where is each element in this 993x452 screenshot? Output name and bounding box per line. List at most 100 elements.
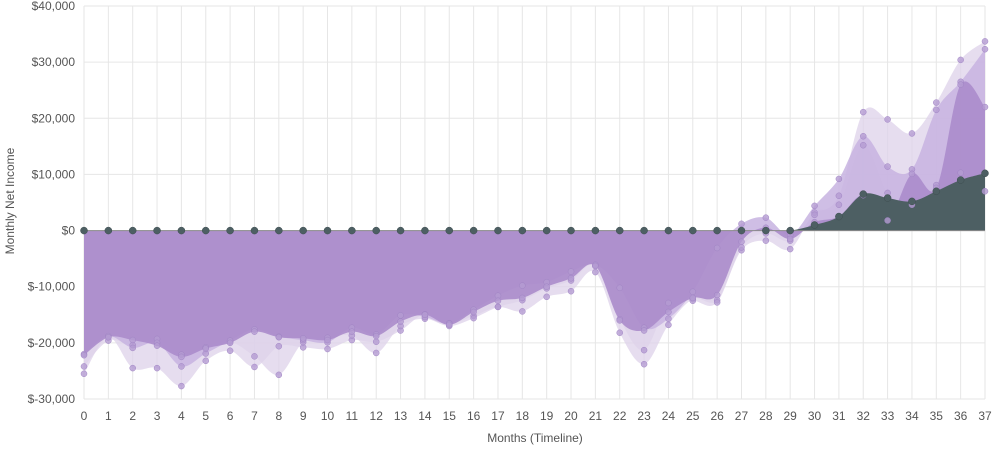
series-5-point[interactable] (883, 194, 892, 202)
series-5-point[interactable] (153, 226, 161, 235)
series-4-point[interactable] (348, 328, 356, 335)
series-1-point[interactable] (835, 201, 843, 208)
series-2-point[interactable] (494, 303, 502, 311)
series-5-point[interactable] (859, 190, 867, 198)
series-5-point[interactable] (956, 176, 965, 184)
series-4-point[interactable] (665, 308, 672, 316)
series-3-point[interactable] (129, 344, 136, 352)
series-3-point[interactable] (933, 106, 940, 114)
series-2-point[interactable] (665, 299, 672, 307)
series-2-point[interactable] (884, 116, 891, 123)
series-5-point[interactable] (932, 187, 941, 196)
series-5-point[interactable] (275, 226, 283, 235)
series-1-point[interactable] (251, 363, 258, 371)
series-1-point[interactable] (665, 321, 672, 329)
series-1-point[interactable] (616, 329, 623, 337)
series-5-point[interactable] (713, 226, 721, 235)
series-5-point[interactable] (908, 197, 916, 206)
series-1-point[interactable] (202, 357, 210, 365)
series-4-point[interactable] (908, 170, 916, 178)
series-5-point[interactable] (640, 226, 648, 235)
series-1-point[interactable] (762, 237, 770, 244)
series-1-point[interactable] (786, 245, 794, 253)
series-1-point[interactable] (226, 347, 234, 354)
series-5-point[interactable] (128, 226, 137, 235)
series-1-point[interactable] (153, 364, 161, 372)
series-4-point[interactable] (80, 351, 88, 359)
series-5-point[interactable] (615, 226, 624, 235)
series-3-point[interactable] (859, 133, 867, 140)
series-3-point[interactable] (713, 244, 721, 252)
series-5-point[interactable] (835, 212, 843, 221)
series-1-point[interactable] (80, 370, 88, 377)
series-4-point[interactable] (713, 291, 721, 299)
series-2-point[interactable] (981, 38, 989, 45)
series-3-point[interactable] (567, 268, 575, 275)
series-4-point[interactable] (129, 336, 136, 344)
series-3-point[interactable] (762, 214, 770, 221)
series-1-point[interactable] (592, 268, 599, 276)
series-5-point[interactable] (664, 226, 673, 235)
series-5-point[interactable] (981, 169, 989, 178)
series-1-point[interactable] (519, 308, 526, 315)
series-1-point[interactable] (275, 342, 283, 350)
series-5-point[interactable] (202, 226, 210, 235)
series-5-point[interactable] (762, 226, 770, 235)
series-3-point[interactable] (665, 315, 672, 322)
series-5-point[interactable] (250, 226, 259, 235)
series-5-point[interactable] (177, 226, 186, 235)
series-4-point[interactable] (957, 81, 964, 88)
series-4-point[interactable] (689, 294, 697, 302)
series-5-point[interactable] (786, 226, 794, 235)
series-4-point[interactable] (616, 317, 623, 324)
series-3-point[interactable] (981, 45, 989, 53)
series-2-point[interactable] (275, 371, 283, 379)
series-3-point[interactable] (738, 220, 745, 228)
series-5-point[interactable] (567, 226, 575, 235)
series-4-point[interactable] (981, 103, 989, 111)
series-2-point[interactable] (713, 299, 721, 306)
series-2-point[interactable] (859, 108, 867, 116)
series-5-point[interactable] (518, 226, 527, 235)
series-2-point[interactable] (811, 211, 818, 219)
series-3-point[interactable] (519, 282, 526, 289)
series-4-point[interactable] (299, 335, 307, 342)
series-3-point[interactable] (178, 363, 185, 370)
series-1-point[interactable] (324, 345, 331, 353)
series-5-point[interactable] (348, 226, 356, 235)
series-4-point[interactable] (738, 238, 745, 246)
series-4-point[interactable] (275, 333, 283, 341)
series-4-point[interactable] (105, 333, 112, 341)
series-2-point[interactable] (470, 314, 477, 322)
series-5-point[interactable] (494, 226, 502, 235)
series-2-point[interactable] (908, 130, 916, 137)
series-5-point[interactable] (299, 226, 307, 235)
series-2-point[interactable] (640, 346, 648, 354)
series-4-point[interactable] (324, 336, 331, 344)
series-4-point[interactable] (884, 217, 891, 224)
series-3-point[interactable] (811, 202, 818, 210)
series-5-point[interactable] (810, 221, 819, 229)
series-4-point[interactable] (543, 283, 550, 290)
series-4-point[interactable] (153, 342, 161, 349)
series-2-point[interactable] (251, 353, 258, 360)
series-4-point[interactable] (202, 345, 210, 352)
series-5-point[interactable] (689, 226, 697, 235)
series-1-point[interactable] (567, 287, 575, 295)
series-4-point[interactable] (251, 328, 258, 335)
series-1-point[interactable] (543, 293, 550, 301)
series-3-point[interactable] (689, 288, 697, 296)
series-1-point[interactable] (178, 382, 185, 390)
series-5-point[interactable] (396, 226, 405, 235)
series-4-point[interactable] (592, 262, 599, 270)
series-1-point[interactable] (859, 141, 867, 149)
series-1-point[interactable] (981, 188, 989, 195)
series-4-point[interactable] (640, 327, 648, 334)
series-4-point[interactable] (470, 308, 477, 316)
series-2-point[interactable] (372, 349, 380, 357)
series-3-point[interactable] (616, 284, 623, 292)
series-4-point[interactable] (372, 332, 380, 340)
series-2-point[interactable] (738, 244, 745, 251)
series-2-point[interactable] (835, 192, 843, 200)
series-1-point[interactable] (129, 364, 136, 372)
